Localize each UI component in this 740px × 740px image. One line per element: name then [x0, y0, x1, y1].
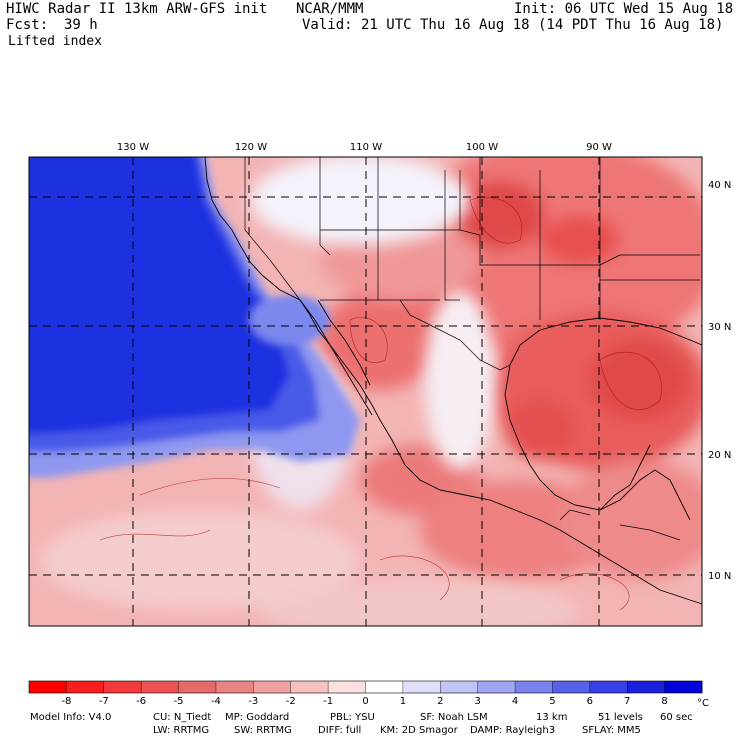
- colorbar-tick-label: -5: [174, 696, 184, 707]
- colorbar: -8 -7 -6 -5 -4 -3 -2 -1 0 1 2 3 4 5 6 7 8: [28, 680, 703, 707]
- colorbar-tick-label: 6: [587, 696, 593, 707]
- footer-timestep: 60 sec: [660, 712, 693, 723]
- forecast-label: Fcst:: [6, 17, 49, 33]
- colorbar-tick-label: -4: [211, 696, 221, 707]
- lon-label: 100 W: [466, 142, 498, 153]
- init-time: Init: 06 UTC Wed 15 Aug 18: [514, 1, 734, 17]
- colorbar-tick-label: -3: [248, 696, 258, 707]
- valid-time: Valid: 21 UTC Thu 16 Aug 18 (14 PDT Thu …: [302, 17, 724, 33]
- colorbar-swatch: [552, 681, 591, 693]
- colorbar-unit: °C: [697, 698, 709, 709]
- latitude-labels: 40 N 30 N 20 N 10 N: [708, 180, 731, 582]
- colorbar-swatch: [440, 681, 479, 693]
- colorbar-tick-label: 8: [661, 696, 667, 707]
- lat-label: 10 N: [708, 571, 731, 582]
- longitude-labels: 130 W 120 W 110 W 100 W 90 W: [117, 142, 612, 153]
- field-name: Lifted index: [8, 34, 102, 49]
- footer-km: KM: 2D Smagor: [380, 725, 458, 736]
- cold-ocean-field: [29, 157, 360, 478]
- colorbar-tick-label: 4: [512, 696, 518, 707]
- colorbar-tick-label: 5: [549, 696, 555, 707]
- colorbar-swatch: [29, 681, 67, 693]
- graticule: [29, 157, 702, 626]
- colorbar-tick-label: -7: [99, 696, 109, 707]
- footer-mp: MP: Goddard: [225, 712, 290, 723]
- colorbar-swatch: [515, 681, 553, 693]
- footer-sflay: SFLAY: MM5: [582, 725, 641, 736]
- colorbar-swatch: [141, 681, 180, 693]
- lon-label: 110 W: [350, 142, 382, 153]
- footer-diff: DIFF: full: [318, 725, 362, 736]
- colorbar-swatch: [627, 681, 666, 693]
- colorbar-swatch: [328, 681, 366, 693]
- lat-label: 40 N: [708, 180, 731, 191]
- colorbar-swatch: [253, 681, 292, 693]
- center-label: NCAR/MMM: [296, 1, 364, 17]
- footer-model-info: Model Info: V4.0: [30, 712, 112, 723]
- colorbar-tick-label: 3: [474, 696, 480, 707]
- footer-damp: DAMP: Rayleigh3: [470, 725, 556, 736]
- map-field: [29, 157, 702, 626]
- footer-sw: SW: RRTMG: [234, 725, 292, 736]
- forecast-hour: 39 h: [64, 17, 98, 33]
- colorbar-tick-label: 7: [624, 696, 630, 707]
- lon-label: 90 W: [586, 142, 612, 153]
- footer-pbl: PBL: YSU: [330, 712, 375, 723]
- lat-label: 20 N: [708, 450, 731, 461]
- map-frame: [28, 156, 703, 627]
- coastlines: [204, 157, 702, 605]
- colorbar-swatch: [477, 681, 516, 693]
- footer-resolution: 13 km: [536, 712, 568, 723]
- colorbar-swatch: [290, 681, 329, 693]
- model-title: HIWC Radar II 13km ARW-GFS init: [6, 1, 268, 17]
- state-borders: [244, 157, 700, 541]
- lon-label: 130 W: [117, 142, 149, 153]
- colorbar-tick-label: 1: [400, 696, 406, 707]
- colorbar-tick-label: 2: [437, 696, 443, 707]
- lon-label: 120 W: [235, 142, 267, 153]
- colorbar-swatch: [402, 681, 441, 693]
- colorbar-swatch: [365, 681, 404, 693]
- colorbar-swatch: [589, 681, 628, 693]
- footer-cu: CU: N_Tiedt: [153, 712, 212, 723]
- colorbar-swatch: [664, 681, 703, 693]
- colorbar-tick-label: -1: [323, 696, 333, 707]
- lat-label: 30 N: [708, 322, 731, 333]
- footer-levels: 51 levels: [598, 712, 643, 723]
- colorbar-tick-label: 0: [362, 696, 368, 707]
- colorbar-swatch: [66, 681, 105, 693]
- footer-lw: LW: RRTMG: [153, 725, 210, 736]
- colorbar-tick-label: -6: [136, 696, 146, 707]
- colorbar-swatch: [178, 681, 217, 693]
- colorbar-swatch: [215, 681, 254, 693]
- footer-sf: SF: Noah LSM: [420, 712, 488, 723]
- colorbar-tick-label: -8: [61, 696, 71, 707]
- colorbar-swatch: [103, 681, 142, 693]
- colorbar-tick-label: -2: [286, 696, 296, 707]
